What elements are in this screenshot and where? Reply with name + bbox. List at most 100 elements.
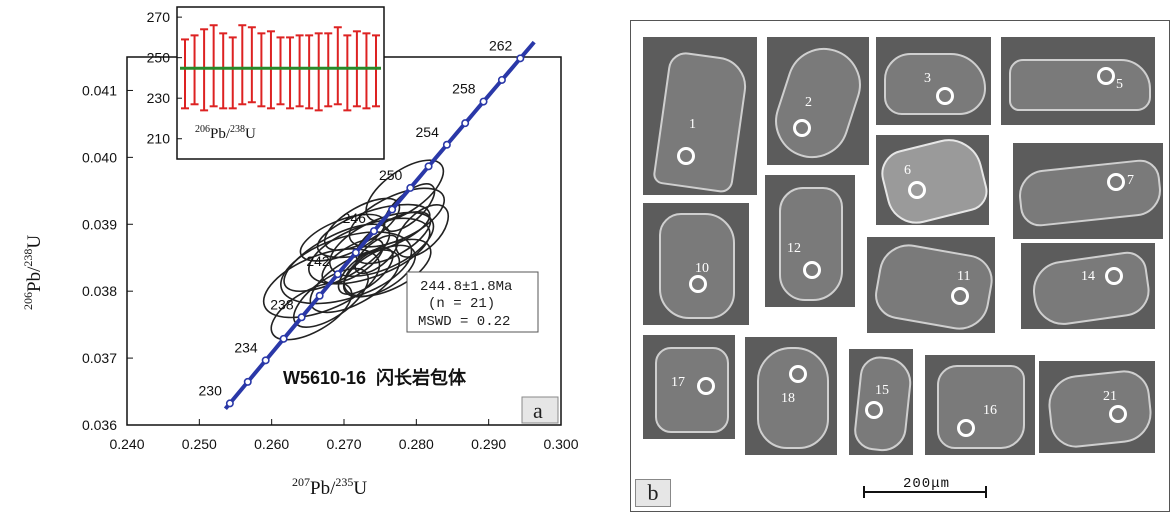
zircon-grain-17: 17: [643, 335, 735, 439]
inset-error-bar: [314, 32, 323, 112]
analysis-spot: [951, 287, 969, 305]
zircon-grain-14: 14: [1021, 243, 1155, 329]
grain-label: 12: [787, 241, 801, 256]
sample-label: W5610-16 闪长岩包体: [283, 367, 467, 388]
result-box: 244.8±1.8Ma (n = 21) MSWD = 0.22: [406, 271, 539, 333]
error-ellipse: [270, 281, 353, 341]
zircon-grain-15: 15: [849, 349, 913, 455]
x-tick-label: 0.280: [399, 436, 434, 452]
concordia-age-marker: [388, 205, 397, 214]
error-ellipse: [365, 159, 445, 223]
y-tick-label: 0.040: [82, 149, 117, 165]
zircon-grain-10: 10: [643, 203, 749, 325]
inset-tick-label: 250: [147, 50, 171, 66]
y-tick-label: 0.038: [82, 283, 117, 299]
error-ellipse: [342, 244, 416, 298]
inset-y-ticks: 210 230 250 270: [147, 9, 182, 147]
zircon-grain-5: 5: [1001, 37, 1155, 125]
error-ellipse: [328, 211, 435, 278]
inset-tick-label: 210: [147, 131, 171, 147]
inset-error-bar: [362, 32, 371, 110]
inset-error-bar: [324, 32, 333, 108]
inset-error-bar: [372, 34, 380, 108]
inset-error-bar: [247, 26, 256, 104]
concordia-age-label: 242: [306, 253, 330, 269]
x-axis-label: 207Pb/235U: [292, 475, 367, 499]
analysis-spot: [936, 87, 954, 105]
error-ellipse: [395, 204, 450, 258]
zircon-grain-1: 1: [643, 37, 757, 195]
concordia-age-marker: [424, 162, 433, 171]
error-ellipse: [293, 267, 369, 328]
zircon-grain-3: 3: [876, 37, 991, 125]
analysis-spot: [1107, 173, 1125, 191]
inset-error-bars: [181, 24, 380, 112]
inset-error-bar: [219, 32, 228, 110]
panel-label-a: a: [521, 396, 559, 424]
inset-age-bars: 210 230 250 270 206Pb/238U: [147, 6, 385, 160]
concordia-age-marker: [243, 377, 252, 386]
inset-error-bar: [333, 26, 342, 106]
inset-error-bar: [266, 30, 275, 110]
analysis-spot: [1109, 405, 1127, 423]
inset-error-bar: [190, 34, 199, 106]
y-tick-label: 0.037: [82, 350, 117, 366]
inset-error-bar: [295, 34, 304, 108]
analysis-spot: [908, 181, 926, 199]
concordia-age-label: 262: [489, 37, 513, 53]
concordia-age-marker: [297, 313, 306, 322]
grain-label: 18: [781, 391, 795, 406]
grain-label: 11: [957, 269, 971, 284]
x-tick-label: 0.270: [326, 436, 361, 452]
inset-error-bar: [276, 36, 285, 106]
zircon-cl-panel: 1 2 3 5 6 7 10 12 11: [630, 20, 1170, 512]
scale-bar-label: 200μm: [903, 476, 951, 492]
concordia-age-label: 258: [452, 81, 476, 97]
concordia-age-marker: [279, 334, 288, 343]
concordia-age-marker: [369, 227, 378, 236]
grain-label: 21: [1103, 389, 1117, 404]
inset-error-bar: [238, 24, 247, 106]
grain-label: 5: [1116, 77, 1123, 92]
concordia-panel: 0.240 0.250 0.260 0.270 0.280 0.290 0.300 0.03…: [21, 6, 579, 499]
concordia-age-marker: [261, 356, 270, 365]
y-tick-label: 0.041: [82, 82, 117, 98]
analysis-spot: [677, 147, 695, 165]
concordia-age-label: 230: [199, 382, 223, 398]
zircon-grain-21: 21: [1039, 361, 1155, 453]
inset-error-bar: [181, 38, 189, 110]
concordia-age-label: 238: [270, 296, 294, 312]
error-ellipse: [355, 211, 432, 265]
x-tick-label: 0.250: [182, 436, 217, 452]
analysis-spot: [789, 365, 807, 383]
zircon-grain-16: 16: [925, 355, 1035, 455]
analysis-spot: [689, 275, 707, 293]
result-age: 244.8±1.8Ma: [420, 279, 512, 295]
concordia-age-marker: [333, 270, 342, 279]
analysis-spot: [803, 261, 821, 279]
inset-error-bar: [200, 28, 209, 112]
inset-error-bar: [305, 34, 314, 110]
error-ellipse: [308, 217, 431, 285]
zircon-grain-18: 18: [745, 337, 837, 455]
inset-tick-label: 270: [147, 9, 171, 25]
concordia-age-labels: 230 234 238 242 246 250 254 258 262: [199, 37, 513, 398]
x-tick-label: 0.290: [471, 436, 506, 452]
y-axis-ticks: 0.036 0.037 0.038 0.039 0.040 0.041: [82, 82, 133, 433]
inset-error-bar: [257, 32, 266, 108]
x-tick-label: 0.300: [543, 436, 578, 452]
analysis-spot: [865, 401, 883, 419]
y-tick-label: 0.039: [82, 216, 117, 232]
grain-label: 14: [1081, 269, 1095, 284]
concordia-age-marker: [406, 183, 415, 192]
zircon-grain-7: 7: [1013, 143, 1163, 239]
concordia-age-label: 246: [343, 210, 367, 226]
concordia-age-marker: [315, 291, 324, 300]
analysis-spot: [1105, 267, 1123, 285]
concordia-age-marker: [516, 54, 525, 63]
concordia-age-label: 254: [416, 124, 440, 140]
error-ellipses: [262, 159, 450, 341]
y-tick-label: 0.036: [82, 417, 117, 433]
zircon-grain-11: 11: [867, 237, 995, 333]
